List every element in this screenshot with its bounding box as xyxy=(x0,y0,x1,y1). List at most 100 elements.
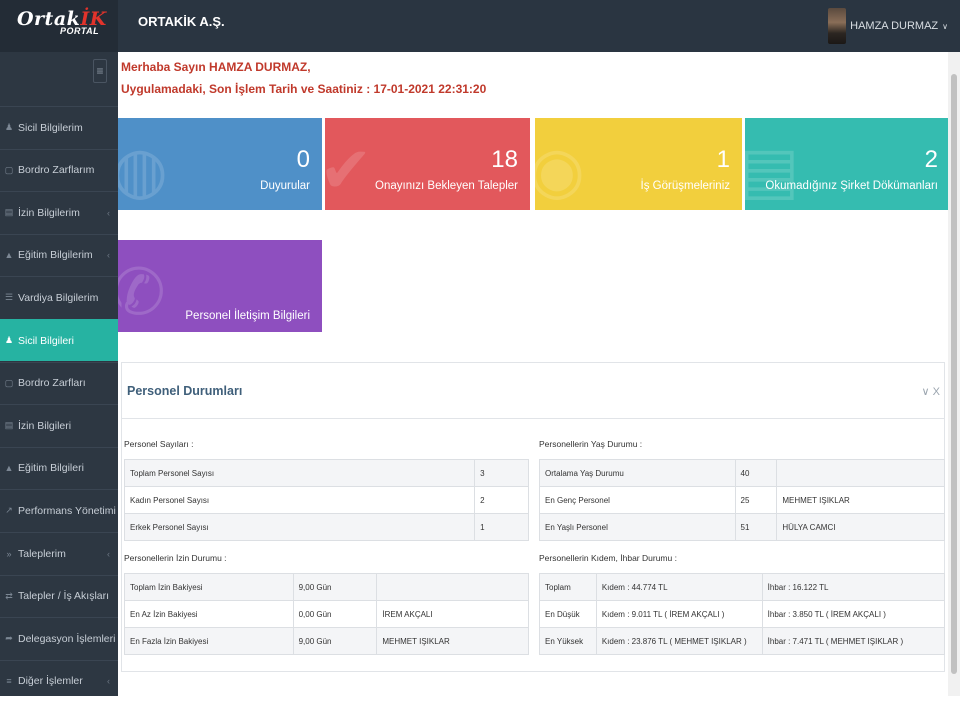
table-cell: İhbar : 16.122 TL xyxy=(761,573,946,601)
sidebar-item[interactable]: ▲ Eğitim Bilgileri xyxy=(0,446,118,489)
dashboard-tile[interactable]: ✔ 18 Onayınızı Bekleyen Talepler xyxy=(325,118,530,210)
share-icon: ➦ xyxy=(5,633,13,644)
sidebar-item-label: İzin Bilgilerim xyxy=(18,206,80,219)
dashboard-tile[interactable]: ◉ 1 İş Görüşmeleriniz xyxy=(535,118,742,210)
chevron-left-icon: ‹ xyxy=(107,676,110,687)
table-cell xyxy=(776,459,945,487)
sidebar-item[interactable]: ▢ Bordro Zarfları xyxy=(0,361,118,404)
graduation-icon: ▲ xyxy=(4,463,14,474)
section-title-ages: Personellerin Yaş Durumu : xyxy=(539,439,643,449)
sidebar-item[interactable]: ▢ Bordro Zarflarım xyxy=(0,148,118,191)
logo-subtext: PORTAL xyxy=(60,26,100,36)
table-cell: İhbar : 3.850 TL ( İREM AKÇALI ) xyxy=(761,600,946,628)
table-cell: İREM AKÇALI xyxy=(376,600,529,628)
table-cell: 0,00 Gün xyxy=(292,600,378,628)
chevron-left-icon: ‹ xyxy=(107,633,110,644)
greeting-title: Merhaba Sayın HAMZA DURMAZ, xyxy=(121,60,311,74)
table-row: Toplam Kıdem : 44.774 TL İhbar : 16.122 TL xyxy=(539,573,946,601)
counts-table: Toplam Personel Sayısı 3 Kadın Personel Sa… xyxy=(123,459,529,541)
panel-title: Personel Durumları xyxy=(127,384,243,398)
sidebar-item-label: Performans Yönetimi xyxy=(18,504,116,517)
sidebar-item[interactable]: ↗ Performans Yönetimi ‹ xyxy=(0,489,118,531)
section-title-leave: Personellerin İzin Durumu : xyxy=(124,553,227,563)
table-cell: 9,00 Gün xyxy=(292,573,378,601)
table-row: En Az İzin Bakiyesi 0,00 Gün İREM AKÇALI xyxy=(124,600,529,628)
sidebar-item[interactable]: ≡ Diğer İşlemler ‹ xyxy=(0,659,118,702)
chat-icon: ◉ xyxy=(535,134,585,208)
logo-accent: İK xyxy=(80,8,107,30)
person-icon: ♟ xyxy=(4,335,14,345)
sidebar-item[interactable]: ▤ İzin Bilgilerim ‹ xyxy=(0,191,118,233)
last-activity-text: Uygulamadaki, Son İşlem Tarih ve Saatini… xyxy=(121,82,487,96)
sidebar-item[interactable]: ☰ Vardiya Bilgilerim xyxy=(0,276,118,318)
check-icon: ✔ xyxy=(325,134,373,208)
divider xyxy=(122,418,944,419)
globe-icon: ◍ xyxy=(118,134,168,208)
tile-count: 0 xyxy=(296,146,310,173)
sidebar-item-label: Bordro Zarflarım xyxy=(18,164,95,177)
sidebar-item[interactable]: ⇄ Talepler / İş Akışları xyxy=(0,574,118,617)
logo-text: Ortak xyxy=(17,8,81,30)
sidebar-item-label: Diğer İşlemler xyxy=(18,675,83,688)
table-row: Toplam Personel Sayısı 3 xyxy=(123,459,529,487)
table-cell: En Yaşlı Personel xyxy=(539,513,736,541)
sidebar-item-label: Eğitim Bilgileri xyxy=(18,462,84,475)
user-menu[interactable]: HAMZA DURMAZ ∨ xyxy=(828,8,948,44)
table-row: En Yüksek Kıdem : 23.876 TL ( MEHMET IŞIK… xyxy=(539,627,946,655)
leave-table: Toplam İzin Bakiyesi 9,00 Gün En Az İzin B… xyxy=(124,573,529,655)
sidebar-item-label: Sicil Bilgilerim xyxy=(18,121,83,134)
company-name: ORTAKİK A.Ş. xyxy=(138,14,225,29)
table-row: En Düşük Kıdem : 9.011 TL ( İREM AKÇALI )… xyxy=(539,600,946,628)
user-name: HAMZA DURMAZ xyxy=(850,20,939,32)
table-cell: Kadın Personel Sayısı xyxy=(123,486,476,514)
scrollbar-thumb[interactable] xyxy=(951,74,957,674)
tile-label: Onayınızı Bekleyen Talepler xyxy=(375,180,518,192)
section-title-counts: Personel Sayıları : xyxy=(124,439,194,449)
sidebar: ≡ ♟ Sicil Bilgilerim ▢ Bordro Zarflarım ▤ İzi… xyxy=(0,52,118,696)
person-icon: ♟ xyxy=(4,122,14,132)
dashboard-tile[interactable]: ◍ 0 Duyurular xyxy=(118,118,322,210)
table-cell: Kıdem : 23.876 TL ( MEHMET IŞIKLAR ) xyxy=(595,627,763,655)
scrollbar[interactable] xyxy=(948,52,960,696)
table-cell xyxy=(376,573,529,601)
sidebar-item[interactable]: ➦ Delegasyon İşlemleri ‹ xyxy=(0,617,118,659)
table-cell: En Yüksek xyxy=(539,627,597,655)
menu-icon: ≡ xyxy=(6,676,12,687)
table-cell: Kıdem : 9.011 TL ( İREM AKÇALI ) xyxy=(595,600,763,628)
tile-count: 1 xyxy=(716,146,730,173)
sidebar-item-label: Vardiya Bilgilerim xyxy=(18,291,99,304)
sidebar-item-label: Bordro Zarfları xyxy=(18,377,86,390)
table-cell: Toplam xyxy=(539,573,597,601)
portal-logo[interactable]: OrtakİK PORTAL xyxy=(0,0,118,52)
chevron-left-icon: ‹ xyxy=(107,207,110,218)
table-cell: 25 xyxy=(734,486,778,514)
dashboard-tile[interactable]: ▤ 2 Okumadığınız Şirket Dökümanları xyxy=(745,118,950,210)
forward-icon: » xyxy=(6,548,12,559)
table-cell: İhbar : 7.471 TL ( MEHMET IŞIKLAR ) xyxy=(761,627,946,655)
flow-icon: ⇄ xyxy=(5,590,13,601)
tile-count: 18 xyxy=(491,146,518,173)
table-cell: MEHMET IŞIKLAR xyxy=(776,486,945,514)
sidebar-item[interactable]: ♟ Sicil Bilgilerim xyxy=(0,106,118,148)
table-cell: HÜLYA CAMCI xyxy=(776,513,945,541)
table-cell: 3 xyxy=(474,459,529,487)
tile-label: Duyurular xyxy=(260,180,310,192)
sidebar-item[interactable]: ▲ Eğitim Bilgilerim ‹ xyxy=(0,233,118,276)
menu-toggle-icon[interactable]: ≡ xyxy=(93,59,107,83)
table-cell: 9,00 Gün xyxy=(292,627,378,655)
sidebar-item-label: Taleplerim xyxy=(18,547,66,560)
table-cell: Kıdem : 44.774 TL xyxy=(595,573,763,601)
table-cell: 1 xyxy=(474,513,529,541)
sidebar-item[interactable]: » Taleplerim ‹ xyxy=(0,532,118,574)
table-row: En Genç Personel 25 MEHMET IŞIKLAR xyxy=(539,486,945,514)
section-title-severance: Personellerin Kıdem, İhbar Durumu : xyxy=(539,553,677,563)
sidebar-item[interactable]: ▤ İzin Bilgileri xyxy=(0,404,118,446)
chevron-down-icon: ∨ xyxy=(942,21,948,31)
sidebar-item-label: Sicil Bilgileri xyxy=(18,334,75,347)
sidebar-item[interactable]: ♟ Sicil Bilgileri xyxy=(0,319,118,361)
chevron-left-icon: ‹ xyxy=(107,548,110,559)
avatar xyxy=(828,8,847,44)
dashboard-tile[interactable]: ✆ Personel İletişim Bilgileri xyxy=(118,240,322,332)
panel-tools[interactable]: ∨ X xyxy=(921,386,940,398)
table-row: En Yaşlı Personel 51 HÜLYA CAMCI xyxy=(539,513,945,541)
